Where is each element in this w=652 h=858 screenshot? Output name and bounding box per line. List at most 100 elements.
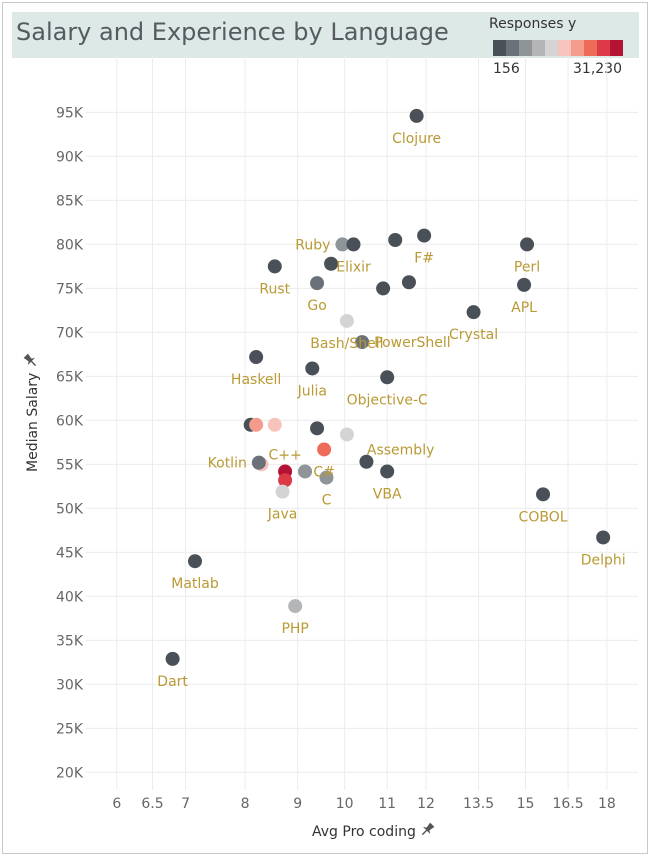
chart-title: Salary and Experience by Language bbox=[16, 18, 449, 46]
legend-swatch[interactable] bbox=[571, 40, 584, 56]
data-point[interactable] bbox=[409, 108, 424, 123]
y-tick-label: 45K bbox=[56, 545, 84, 561]
data-point[interactable] bbox=[376, 281, 391, 296]
y-tick-label: 35K bbox=[56, 633, 84, 649]
x-tick-label: 6.5 bbox=[141, 796, 163, 812]
grid-lines bbox=[86, 56, 638, 790]
data-point[interactable] bbox=[380, 370, 395, 385]
data-point[interactable] bbox=[339, 427, 354, 442]
legend-swatch[interactable] bbox=[558, 40, 571, 56]
x-tick-label: 6 bbox=[112, 796, 121, 812]
data-point[interactable] bbox=[359, 454, 374, 469]
legend-swatch[interactable] bbox=[506, 40, 519, 56]
data-point[interactable] bbox=[317, 442, 332, 457]
point-label: Haskell bbox=[231, 372, 281, 388]
data-point[interactable] bbox=[355, 335, 370, 350]
data-point[interactable] bbox=[288, 599, 303, 614]
point-label: Objective-C bbox=[347, 392, 428, 408]
y-tick-label: 75K bbox=[56, 281, 84, 297]
point-label: Perl bbox=[514, 259, 540, 275]
x-axis-pin-icon[interactable] bbox=[419, 821, 436, 838]
data-point[interactable] bbox=[536, 487, 551, 502]
point-label: Dart bbox=[157, 674, 188, 690]
legend-swatch[interactable] bbox=[545, 40, 558, 56]
point-label: Assembly bbox=[367, 442, 434, 458]
x-tick-label: 9 bbox=[293, 796, 302, 812]
y-axis-ticks: 20K 25K 30K 35K 40K 45K 50K 55K 60K 65K 70K 75K 80K 8… bbox=[56, 105, 84, 781]
data-point[interactable] bbox=[388, 233, 403, 247]
x-tick-label: 13.5 bbox=[463, 796, 494, 812]
data-point[interactable] bbox=[275, 484, 290, 499]
legend-swatch[interactable] bbox=[532, 40, 545, 56]
y-tick-label: 30K bbox=[56, 677, 84, 693]
legend-swatch[interactable] bbox=[519, 40, 532, 56]
point-label: C# bbox=[313, 464, 335, 480]
point-label: Rust bbox=[259, 281, 290, 297]
x-tick-label: 15 bbox=[517, 796, 535, 812]
y-tick-label: 40K bbox=[56, 589, 84, 605]
data-point[interactable] bbox=[319, 470, 334, 485]
data-point[interactable] bbox=[417, 228, 432, 243]
data-points bbox=[165, 108, 611, 666]
data-point[interactable] bbox=[310, 276, 325, 291]
y-axis-title: Median Salary bbox=[25, 373, 41, 472]
data-point[interactable] bbox=[249, 350, 264, 365]
point-label: F# bbox=[414, 251, 434, 267]
data-point[interactable] bbox=[310, 421, 325, 436]
x-tick-label: 16.5 bbox=[552, 796, 583, 812]
legend-color-ramp[interactable] bbox=[493, 40, 623, 56]
legend-swatch[interactable] bbox=[493, 40, 506, 56]
x-tick-label: 7 bbox=[181, 796, 190, 812]
legend-min-label: 156 bbox=[493, 61, 520, 77]
point-labels: Clojure Ruby Elixir F# Perl Rust Go APL Crystal B… bbox=[157, 131, 625, 690]
point-label: VBA bbox=[373, 486, 402, 502]
point-label: Clojure bbox=[392, 131, 441, 147]
point-label: Elixir bbox=[336, 259, 371, 275]
data-point[interactable] bbox=[188, 554, 203, 569]
data-point[interactable] bbox=[401, 275, 416, 290]
legend-swatch[interactable] bbox=[597, 40, 610, 56]
x-tick-label: 18 bbox=[598, 796, 616, 812]
y-tick-label: 95K bbox=[56, 105, 84, 121]
x-tick-label: 11 bbox=[378, 796, 396, 812]
point-label: APL bbox=[511, 300, 537, 316]
point-label: Delphi bbox=[581, 552, 626, 568]
data-point[interactable] bbox=[251, 455, 266, 470]
data-point[interactable] bbox=[339, 313, 354, 328]
point-label: Matlab bbox=[171, 576, 219, 592]
data-point[interactable] bbox=[346, 237, 361, 252]
legend-max-label: 31,230 bbox=[573, 61, 622, 77]
x-tick-label: 8 bbox=[241, 796, 250, 812]
data-point[interactable] bbox=[305, 361, 320, 376]
data-point[interactable] bbox=[324, 256, 339, 271]
x-axis-ticks: 6 6.5 7 8 9 10 11 12 13.5 15 16.5 18 bbox=[112, 796, 615, 812]
data-point[interactable] bbox=[517, 277, 532, 292]
point-label: Java bbox=[267, 507, 298, 523]
data-point[interactable] bbox=[466, 305, 481, 320]
legend-swatch[interactable] bbox=[584, 40, 597, 56]
data-point[interactable] bbox=[380, 464, 395, 479]
y-tick-label: 80K bbox=[56, 237, 84, 253]
data-point[interactable] bbox=[298, 464, 313, 479]
data-point[interactable] bbox=[278, 473, 293, 488]
legend-swatch[interactable] bbox=[610, 40, 623, 56]
y-axis-pin-icon[interactable] bbox=[22, 352, 39, 369]
data-point[interactable] bbox=[267, 417, 282, 432]
y-tick-label: 65K bbox=[56, 369, 84, 385]
data-point[interactable] bbox=[267, 259, 282, 274]
legend-title: Responses y bbox=[489, 16, 577, 32]
data-point[interactable] bbox=[520, 237, 535, 252]
data-point[interactable] bbox=[596, 530, 611, 545]
y-tick-label: 20K bbox=[56, 765, 84, 781]
point-label: C++ bbox=[268, 447, 301, 463]
point-label: Julia bbox=[297, 383, 327, 399]
point-label: Ruby bbox=[295, 237, 330, 253]
data-point[interactable] bbox=[249, 417, 264, 432]
point-label: Bash/Shell bbox=[310, 336, 383, 352]
y-tick-label: 85K bbox=[56, 193, 84, 209]
y-tick-label: 70K bbox=[56, 325, 84, 341]
y-tick-label: 60K bbox=[56, 413, 84, 429]
data-point[interactable] bbox=[335, 237, 350, 252]
data-point[interactable] bbox=[165, 651, 180, 666]
